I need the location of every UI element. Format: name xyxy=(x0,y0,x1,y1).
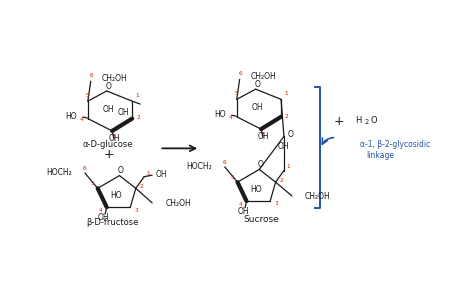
Text: 5: 5 xyxy=(235,91,238,96)
Text: CH₂OH: CH₂OH xyxy=(101,74,128,83)
Text: 4: 4 xyxy=(239,202,243,207)
Text: OH: OH xyxy=(156,170,167,179)
Text: 2: 2 xyxy=(285,113,289,119)
Text: CH₂OH: CH₂OH xyxy=(251,72,276,81)
Text: HOCH₂: HOCH₂ xyxy=(186,162,212,171)
Text: OH: OH xyxy=(238,207,249,216)
Text: HO: HO xyxy=(111,191,122,200)
Text: Sucrose: Sucrose xyxy=(243,215,279,224)
Text: O: O xyxy=(288,130,293,140)
Text: 1: 1 xyxy=(146,171,150,175)
Text: linkage: linkage xyxy=(366,151,394,160)
Text: 3: 3 xyxy=(112,134,116,139)
Text: 1: 1 xyxy=(136,93,139,98)
Text: 5: 5 xyxy=(231,175,235,179)
Text: HO: HO xyxy=(214,110,226,119)
Text: OH: OH xyxy=(258,132,269,141)
Text: CH₂OH: CH₂OH xyxy=(305,192,331,201)
Text: 2: 2 xyxy=(140,184,144,189)
Text: HO: HO xyxy=(65,112,77,121)
Text: O: O xyxy=(105,82,111,91)
Text: α-1, β-2-glycosidic: α-1, β-2-glycosidic xyxy=(360,140,430,149)
Text: 6: 6 xyxy=(82,166,86,171)
Text: OH: OH xyxy=(117,108,129,117)
Text: +: + xyxy=(334,115,345,128)
Text: α-D-glucose: α-D-glucose xyxy=(82,140,133,149)
Text: H: H xyxy=(356,116,362,125)
Text: 4: 4 xyxy=(229,115,233,120)
Text: 2: 2 xyxy=(136,115,140,120)
Text: 5: 5 xyxy=(86,93,90,98)
Text: HOCH₂: HOCH₂ xyxy=(46,168,72,177)
Text: O: O xyxy=(257,160,263,169)
Text: 5: 5 xyxy=(91,181,95,186)
Text: 6: 6 xyxy=(239,71,243,76)
Text: OH: OH xyxy=(98,213,109,222)
Text: β-D-fructose: β-D-fructose xyxy=(87,218,139,227)
Text: 1: 1 xyxy=(286,164,290,170)
Text: CH₂OH: CH₂OH xyxy=(165,199,191,208)
Text: O: O xyxy=(370,116,377,125)
Text: HO: HO xyxy=(251,185,262,194)
Text: 1: 1 xyxy=(284,91,288,96)
Text: 3: 3 xyxy=(261,132,264,138)
Text: O: O xyxy=(118,166,123,175)
Text: +: + xyxy=(103,148,114,161)
Text: 6: 6 xyxy=(90,73,94,78)
Text: OH: OH xyxy=(277,142,289,151)
Text: O: O xyxy=(254,80,260,89)
Text: 3: 3 xyxy=(274,201,278,206)
Text: 4: 4 xyxy=(99,208,103,213)
Text: OH: OH xyxy=(252,103,263,112)
Text: 4: 4 xyxy=(80,117,84,122)
Text: 6: 6 xyxy=(223,160,227,165)
Text: 2: 2 xyxy=(364,119,368,125)
Text: 2: 2 xyxy=(280,178,283,183)
Text: OH: OH xyxy=(103,105,114,114)
Text: OH: OH xyxy=(109,134,120,143)
Text: 3: 3 xyxy=(134,208,138,213)
